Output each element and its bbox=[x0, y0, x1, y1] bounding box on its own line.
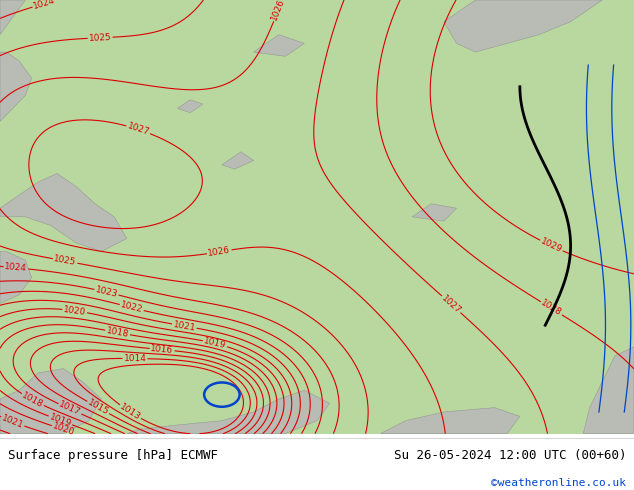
Text: 1028: 1028 bbox=[540, 298, 564, 318]
Text: 1025: 1025 bbox=[53, 254, 77, 268]
Polygon shape bbox=[380, 408, 520, 434]
Text: 1014: 1014 bbox=[124, 354, 146, 363]
Text: 1024: 1024 bbox=[4, 262, 28, 273]
Text: 1029: 1029 bbox=[539, 237, 564, 255]
Text: 1019: 1019 bbox=[48, 412, 73, 429]
Text: 1018: 1018 bbox=[20, 391, 45, 409]
Polygon shape bbox=[0, 52, 32, 122]
Text: 1019: 1019 bbox=[203, 336, 227, 350]
Text: Surface pressure [hPa] ECMWF: Surface pressure [hPa] ECMWF bbox=[8, 448, 217, 462]
Text: 1026: 1026 bbox=[270, 0, 287, 22]
Text: 1015: 1015 bbox=[86, 398, 110, 417]
Polygon shape bbox=[0, 368, 101, 434]
Text: 1025: 1025 bbox=[89, 33, 112, 43]
Text: 1027: 1027 bbox=[439, 294, 463, 315]
Text: 1016: 1016 bbox=[150, 344, 174, 355]
Text: 1022: 1022 bbox=[120, 300, 144, 315]
Polygon shape bbox=[0, 173, 127, 251]
Polygon shape bbox=[222, 152, 254, 169]
Polygon shape bbox=[412, 204, 456, 221]
Polygon shape bbox=[254, 35, 304, 56]
Text: 1023: 1023 bbox=[94, 285, 119, 299]
Text: 1027: 1027 bbox=[126, 122, 150, 137]
Polygon shape bbox=[178, 100, 203, 113]
Text: 1021: 1021 bbox=[172, 319, 197, 332]
Text: 1026: 1026 bbox=[207, 245, 231, 258]
Text: 1013: 1013 bbox=[118, 402, 143, 422]
Text: 1017: 1017 bbox=[58, 400, 82, 418]
Text: Su 26-05-2024 12:00 UTC (00+60): Su 26-05-2024 12:00 UTC (00+60) bbox=[394, 448, 626, 462]
Text: ©weatheronline.co.uk: ©weatheronline.co.uk bbox=[491, 478, 626, 488]
Text: 1024: 1024 bbox=[32, 0, 56, 11]
Text: 1018: 1018 bbox=[105, 326, 130, 339]
Text: 1021: 1021 bbox=[1, 413, 25, 430]
Text: 1020: 1020 bbox=[51, 422, 76, 438]
Polygon shape bbox=[0, 0, 25, 35]
Polygon shape bbox=[127, 390, 330, 434]
Polygon shape bbox=[583, 347, 634, 434]
Text: 1020: 1020 bbox=[63, 305, 87, 317]
Polygon shape bbox=[444, 0, 602, 52]
Polygon shape bbox=[0, 251, 32, 304]
